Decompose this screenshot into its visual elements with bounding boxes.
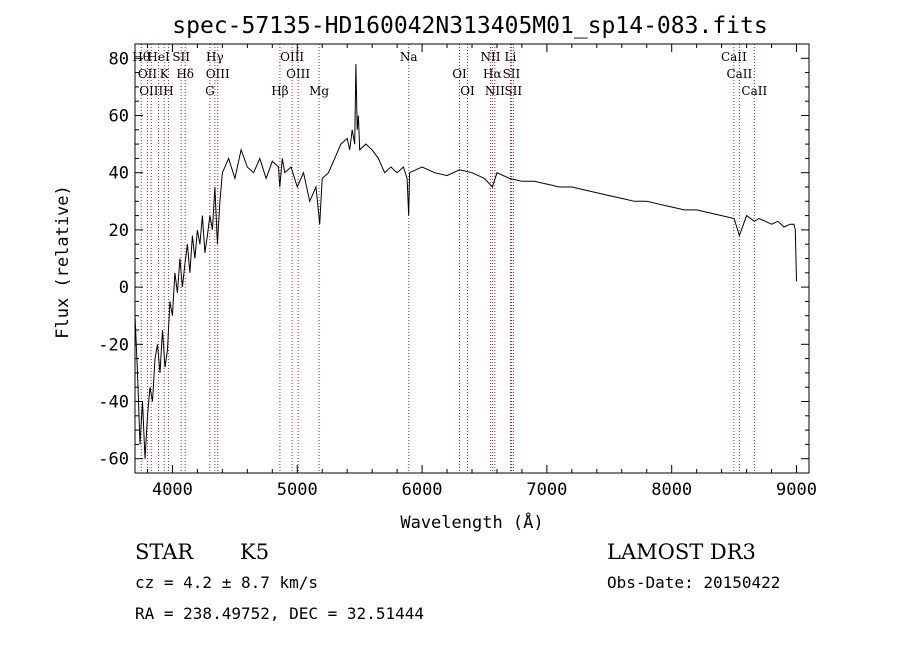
redshift-velocity: cz = 4.2 ± 8.7 km/s (135, 573, 318, 592)
line-label-19: Hα (483, 67, 502, 81)
y-tick-label-4: 20 (109, 221, 129, 241)
line-label-14: Mg (309, 84, 329, 98)
line-label-8: G (205, 84, 215, 98)
line-label-26: CaII (741, 84, 767, 98)
line-label-12: OIII (280, 50, 304, 64)
line-label-6: SII (172, 50, 190, 64)
x-tick-label-4: 8000 (651, 480, 692, 500)
line-label-7: Hδ (176, 67, 194, 81)
line-label-24: CaII (721, 50, 747, 64)
line-label-0: Hθ (132, 50, 150, 64)
line-markers: Hθ OII OIII HeI KH SII Hδ G Hγ OIII Hβ OIII OIII Mg Na… (132, 44, 767, 473)
observation-date: Obs-Date: 20150422 (607, 573, 780, 592)
y-tick-label-0: -60 (98, 450, 129, 470)
y-tick-label-2: -20 (98, 335, 129, 355)
y-tick-label-7: 80 (109, 49, 129, 69)
object-class: STAR (135, 540, 194, 564)
x-tick-label-5: 9000 (776, 480, 817, 500)
y-axis-label: Flux (relative) (53, 185, 73, 339)
line-label-20: NII (485, 84, 505, 98)
y-tick-label-5: 40 (109, 164, 129, 184)
object-subclass: K5 (240, 540, 269, 564)
chart-title: spec-57135-HD160042N313405M01_sp14-083.f… (172, 13, 767, 39)
line-label-25: CaII (726, 67, 752, 81)
line-label-22: SII (503, 67, 521, 81)
survey-name: LAMOST DR3 (607, 540, 756, 564)
line-label-10: OIII (206, 67, 230, 81)
line-label-21: Li (505, 50, 517, 64)
line-label-11: Hβ (271, 84, 288, 98)
line-label-9: Hγ (206, 50, 224, 64)
line-label-13: OIII (286, 67, 310, 81)
x-tick-label-0: 4000 (152, 480, 193, 500)
spectrum-line-0 (134, 63, 797, 459)
line-label-18: NII (480, 50, 500, 64)
line-label-23: SII (504, 84, 522, 98)
x-tick-label-3: 7000 (526, 480, 567, 500)
x-tick-label-1: 5000 (277, 480, 318, 500)
y-tick-label-6: 60 (109, 107, 129, 127)
x-axis-label: Wavelength (Å) (400, 511, 543, 533)
x-tick-label-2: 6000 (402, 480, 443, 500)
line-label-17: OI (460, 84, 475, 98)
line-label-3: HeI (147, 50, 170, 64)
spectrum-series (134, 63, 797, 459)
plot-frame (134, 43, 810, 474)
y-tick-label-1: -40 (98, 393, 129, 413)
line-label-15: Na (400, 50, 418, 64)
line-label-1: OII (138, 67, 158, 81)
y-tick-label-3: 0 (119, 278, 129, 298)
axis-ticks: 4000 5000 6000 7000 8000 9000 -60 -40 -20 0 20 40 60… (98, 44, 817, 500)
line-label-2: OIII (139, 84, 163, 98)
line-label-4: K (160, 67, 170, 81)
line-label-16: OI (452, 67, 467, 81)
line-label-5: H (163, 84, 173, 98)
sky-coordinates: RA = 238.49752, DEC = 32.51444 (135, 604, 424, 623)
